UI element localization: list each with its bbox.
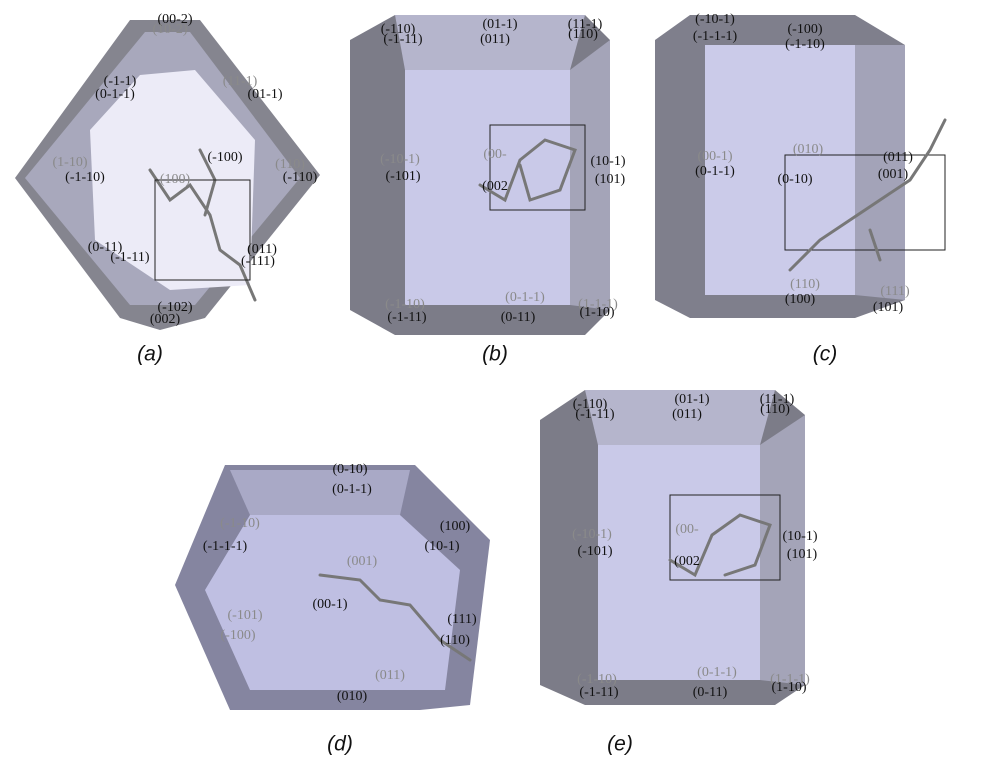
facet-label: (-1-1-1): [693, 29, 738, 44]
facet-label: (-1-11): [383, 32, 422, 47]
facet-label: (10-2): [153, 22, 188, 37]
facet-label: (01-1): [483, 17, 518, 32]
facet-label: (01-1): [248, 87, 283, 102]
facet-label: (-111): [241, 254, 275, 269]
facet-label: (110): [440, 633, 470, 648]
facet-label: (-100): [221, 628, 256, 643]
facet-label: (-1-10): [65, 170, 105, 185]
facet-label: (011): [883, 150, 913, 165]
facet-label: (002): [150, 312, 181, 327]
facet-label: (111): [880, 284, 910, 299]
panel-caption: (b): [482, 343, 508, 366]
facet-label: (-1-11): [579, 685, 618, 700]
facet-label: (-1-11): [387, 310, 426, 325]
facet-label: (00-1): [313, 597, 348, 612]
facet-label: (0-11): [501, 310, 536, 325]
facet-label: (-100): [208, 150, 243, 165]
facet-label: (01-1): [675, 392, 710, 407]
facet-label: (100): [440, 519, 471, 534]
facet-label: (10-1): [783, 529, 818, 544]
facet-label: (100): [160, 172, 191, 187]
facet-label: (1-10): [580, 305, 615, 320]
facet-label: (101): [873, 300, 904, 315]
facet-label: (002: [482, 179, 508, 194]
facet-label: (-110): [283, 170, 318, 185]
facet-label: (0-10): [778, 172, 813, 187]
facet-label: (0-1-1): [697, 665, 737, 680]
facet-label: (011): [480, 32, 510, 47]
facet-label: (00-: [675, 522, 699, 537]
figure: (00-2)(10-2)(-1-1)(0-1-1)(11-1)(01-1)(1-…: [0, 0, 989, 765]
facet-label: (0-10): [333, 462, 368, 477]
facet-label: (1-10): [772, 680, 807, 695]
facet-label: (-10-1): [572, 527, 612, 542]
panel-caption: (c): [813, 343, 838, 366]
facet-label: (0-1-1): [95, 87, 135, 102]
crystal-d: [175, 465, 490, 710]
panel-caption: (a): [137, 343, 163, 366]
facet-label: (-10-1): [695, 12, 735, 27]
facet-label: (011): [375, 668, 405, 683]
facet-label: (0-1-1): [695, 164, 735, 179]
facet-label: (011): [672, 407, 702, 422]
facet-label: (-1-10): [220, 516, 260, 531]
facet-label: (00-: [483, 147, 507, 162]
facet-label: (111): [447, 612, 477, 627]
panel-caption: (d): [327, 733, 353, 756]
facet-label: (00-1): [698, 149, 733, 164]
facet-label: (-100): [788, 22, 823, 37]
facet-label: (101): [595, 172, 626, 187]
facet-label: (0-11): [693, 685, 728, 700]
facet-label: (-1-11): [110, 250, 149, 265]
facet-label: (0-1-1): [505, 290, 545, 305]
panel-caption: (e): [607, 733, 633, 756]
facet-label: (001): [878, 167, 909, 182]
facet-label: (-1-10): [785, 37, 825, 52]
facet-label: (100): [785, 292, 816, 307]
facet-label: (101): [787, 547, 818, 562]
facet-label: (10-1): [425, 539, 460, 554]
facet-label: (-1-11): [575, 407, 614, 422]
facet-label: (-10-1): [380, 152, 420, 167]
facet-label: (1-10): [53, 155, 88, 170]
facet-label: (-1-1-1): [203, 539, 248, 554]
facet-label: (110): [760, 402, 790, 417]
facet-label: (10-1): [591, 154, 626, 169]
facet-label: (010): [793, 142, 824, 157]
facet-label: (-101): [228, 608, 263, 623]
facet-label: (110): [790, 277, 820, 292]
facet-label: (010): [337, 689, 368, 704]
facet-label: (-101): [386, 169, 421, 184]
facet-label: (002: [674, 554, 700, 569]
facet-label: (0-1-1): [332, 482, 372, 497]
facet-label: (001): [347, 554, 378, 569]
facet-label: (-101): [578, 544, 613, 559]
facet-label: (110): [568, 27, 598, 42]
